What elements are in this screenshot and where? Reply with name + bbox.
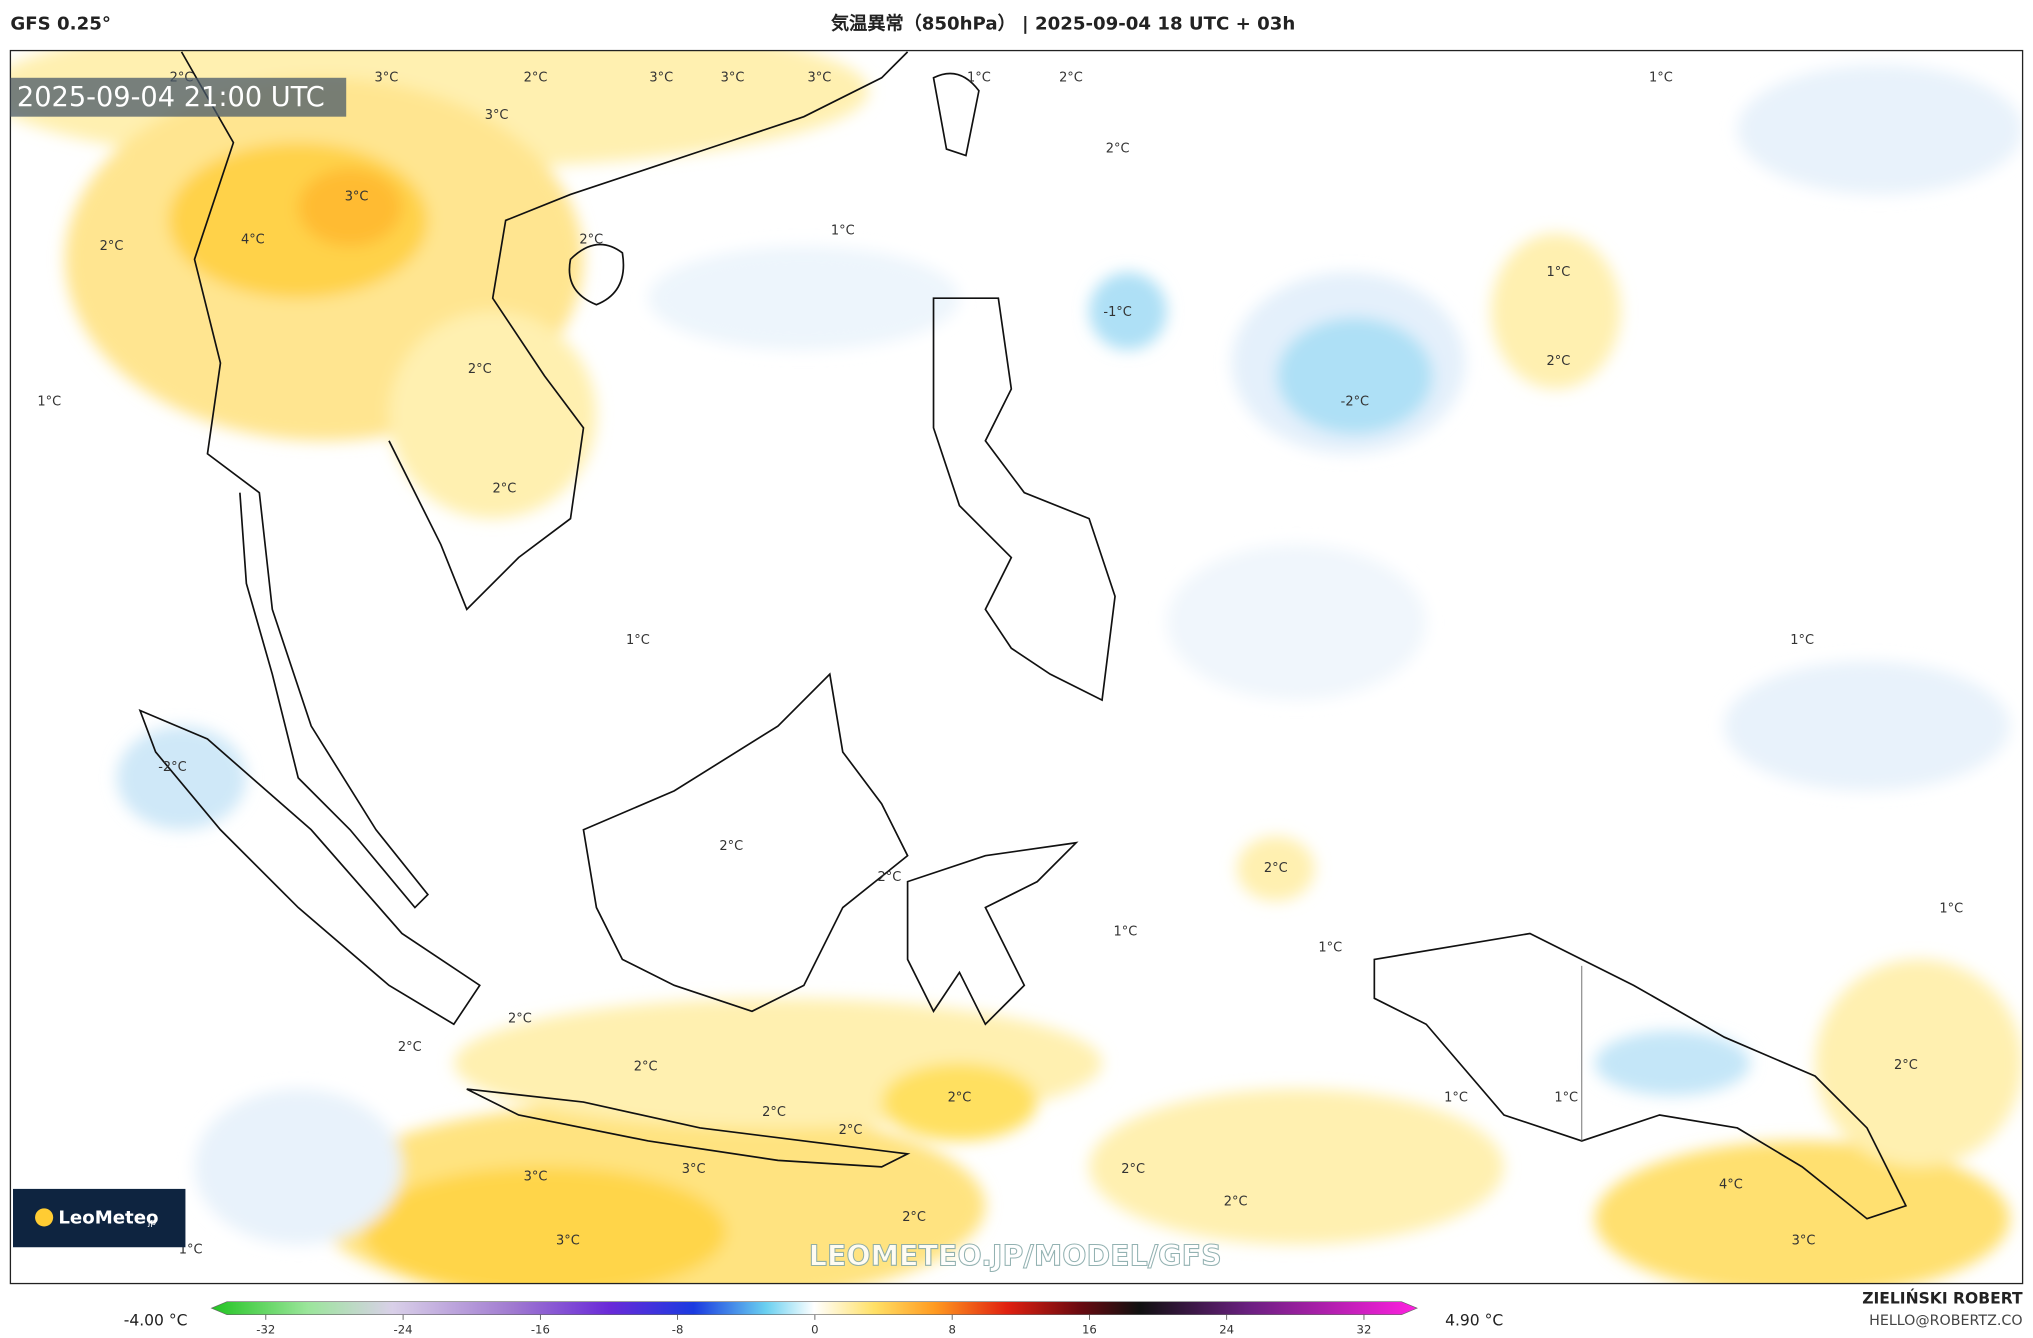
contour-label: 3°C — [721, 70, 745, 85]
contour-label: 3°C — [375, 70, 399, 85]
colorbar-ticks: -32 -24 -16 -8 0 8 16 24 32 — [256, 1314, 1372, 1337]
colorbar — [210, 1301, 1418, 1315]
contour-label: 3°C — [485, 108, 509, 123]
contour-label: 1°C — [967, 70, 991, 85]
coastline — [138, 708, 481, 1026]
contour-label: 1°C — [1649, 70, 1673, 85]
contour-label: 1°C — [1318, 940, 1342, 955]
coastline — [568, 243, 625, 306]
coastline — [466, 1088, 911, 1168]
colorbar-tick-label: 8 — [948, 1323, 955, 1337]
contour-label: 2°C — [1547, 354, 1571, 369]
contour-label: 1°C — [1114, 925, 1138, 940]
model-name: GFS 0.25° — [10, 14, 111, 35]
contour-label: 2°C — [762, 1105, 786, 1120]
contour-label: 1°C — [1547, 265, 1571, 280]
contour-label: 3°C — [808, 70, 832, 85]
contour-label: 2°C — [398, 1040, 422, 1055]
contour-label: 2°C — [524, 70, 548, 85]
contour-label: 3°C — [682, 1162, 706, 1177]
logo-name: LeoMeteo — [58, 1208, 158, 1229]
contour-label: 1°C — [1939, 901, 1963, 916]
colorbar-tick-label: 0 — [811, 1323, 818, 1337]
coastline — [388, 51, 909, 611]
contour-labels: 3°C 2°C 3°C 3°C 3°C 1°C 2°C 1°C 3°C 2°C 2°C 3°C 4°C 2… — [37, 70, 1963, 1257]
coastline — [180, 51, 430, 909]
watermark: LEOMETEO.JP/MODEL/GFS — [809, 1240, 1222, 1273]
map-area: 3°C 2°C 3°C 3°C 3°C 1°C 2°C 1°C 3°C 2°C 2°C 3°C 4°C 2… — [10, 50, 2023, 1284]
contour-label: 2°C — [492, 481, 516, 496]
contour-label: 2°C — [1894, 1058, 1918, 1073]
logo-suffix: jp — [147, 1218, 157, 1228]
contour-label: 3°C — [1792, 1233, 1816, 1248]
contour-label: 2°C — [839, 1123, 863, 1138]
timestamp-box — [10, 77, 347, 117]
contour-label: 2°C — [1059, 70, 1083, 85]
contour-label: 2°C — [948, 1091, 972, 1106]
contour-label: 1°C — [1554, 1091, 1578, 1106]
contour-label: 1°C — [831, 223, 855, 238]
email: HELLO@ROBERTZ.CO — [1869, 1313, 2022, 1329]
contour-label: 3°C — [649, 70, 673, 85]
contour-label: 3°C — [345, 190, 369, 205]
contour-label: -2°C — [1341, 394, 1369, 409]
coastlines — [138, 51, 1908, 1220]
contour-label: 2°C — [579, 232, 603, 247]
coastline — [582, 672, 909, 1013]
author: ZIELIŃSKI ROBERT — [1862, 1289, 2023, 1308]
contour-label: 2°C — [468, 362, 492, 377]
colorbar-tick-label: 24 — [1219, 1323, 1234, 1337]
coastline — [932, 297, 1116, 702]
colorbar-tick-label: 16 — [1082, 1323, 1097, 1337]
contour-label: 2°C — [1224, 1194, 1248, 1209]
contour-label: 1°C — [1444, 1091, 1468, 1106]
contour-label: 2°C — [100, 239, 124, 254]
contour-label: 2°C — [508, 1012, 532, 1027]
contour-label: 2°C — [1121, 1162, 1145, 1177]
contour-label: 3°C — [524, 1170, 548, 1185]
colorbar-tick-label: 32 — [1357, 1323, 1372, 1337]
coastline — [906, 841, 1079, 1026]
contour-label: 2°C — [902, 1210, 926, 1225]
coastline — [932, 72, 980, 157]
anomaly-fill — [10, 50, 2023, 1284]
colorbar-tick-label: -8 — [672, 1323, 684, 1337]
contour-label: 2°C — [1264, 861, 1288, 876]
logo-sun — [35, 1208, 54, 1227]
colorbar-tick-label: -16 — [531, 1323, 550, 1337]
contour-label: 2°C — [634, 1060, 658, 1075]
contour-label: 1°C — [37, 394, 61, 409]
map-title: 気温異常（850hPa） | 2025-09-04 18 UTC + 03h — [831, 13, 1295, 35]
contour-label: 1°C — [626, 633, 650, 648]
contour-label: 4°C — [241, 232, 265, 247]
colorbar-min: -4.00 °C — [124, 1312, 188, 1330]
contour-label: 2°C — [878, 870, 902, 885]
colorbar-max: 4.90 °C — [1445, 1312, 1503, 1330]
contour-label: 2°C — [1106, 142, 1130, 157]
colorbar-tick-label: -32 — [256, 1323, 275, 1337]
colorbar-tick-label: -24 — [394, 1323, 413, 1337]
map-frame — [9, 49, 2024, 1285]
contour-label: 4°C — [1719, 1178, 1743, 1193]
contour-label: 1°C — [1790, 633, 1814, 648]
contour-label: 2°C — [719, 839, 743, 854]
contour-label: -1°C — [1103, 305, 1131, 320]
contour-label: -2°C — [158, 760, 186, 775]
coastline — [1373, 932, 1908, 1220]
valid-time: 2025-09-04 21:00 UTC — [17, 82, 325, 113]
contour-label: 3°C — [556, 1233, 580, 1248]
